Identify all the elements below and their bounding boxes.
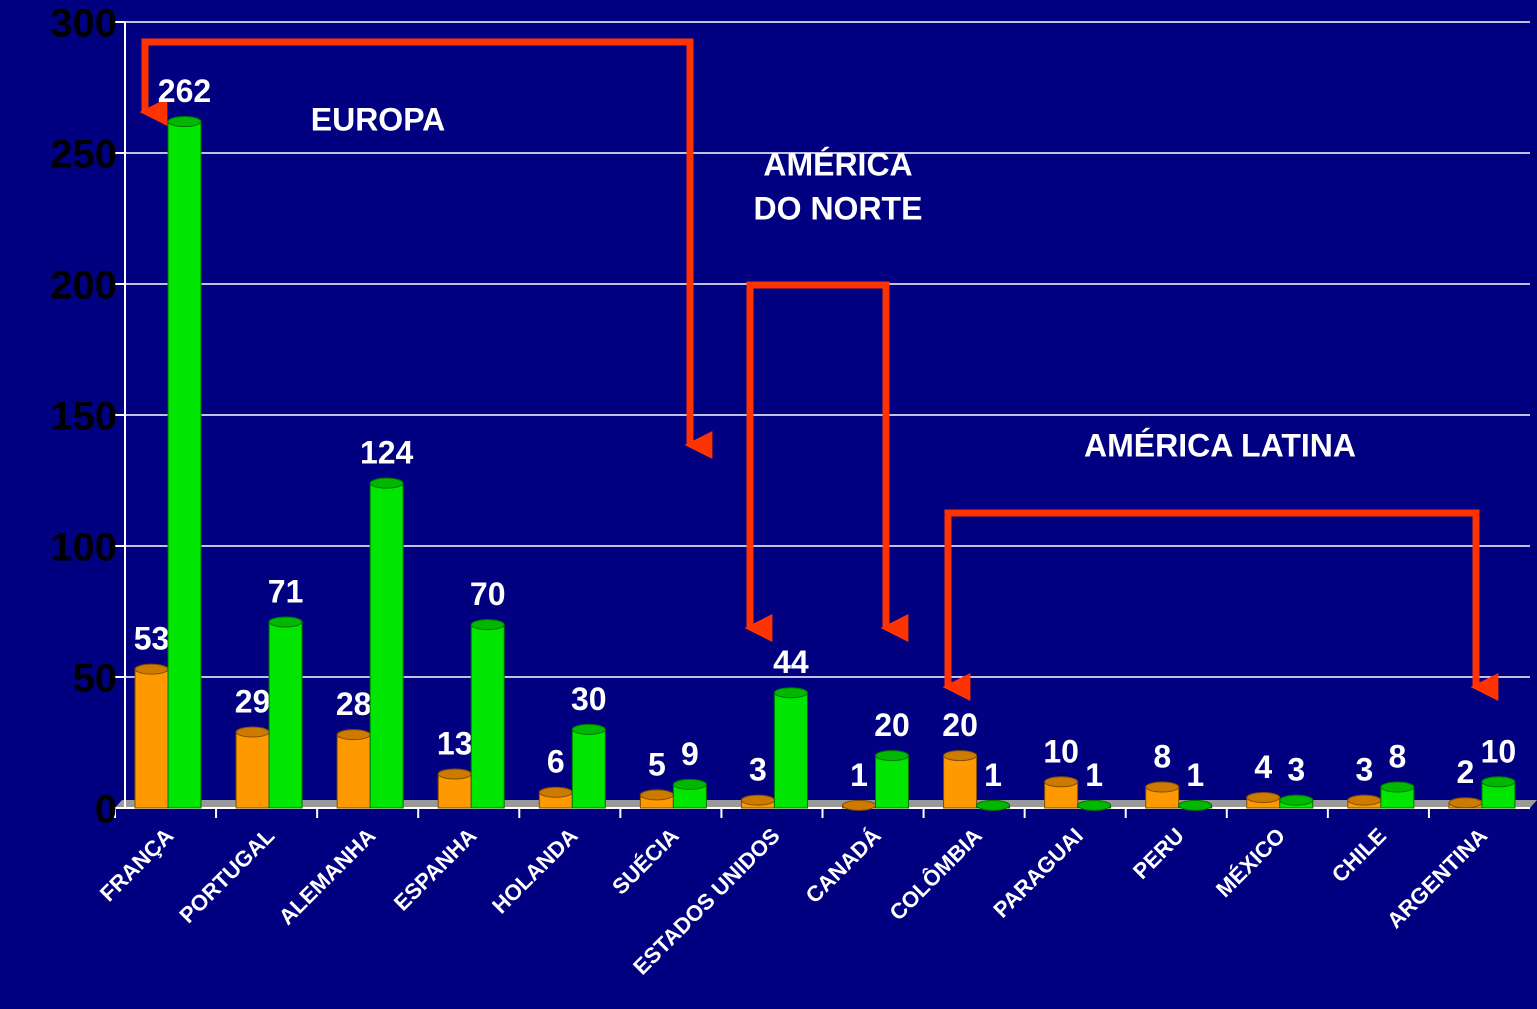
bar-top — [875, 750, 909, 762]
bracket-europa — [139, 38, 713, 459]
y-tick-label: 0 — [95, 788, 117, 832]
y-tick-label: 200 — [50, 264, 117, 308]
value-label: 29 — [235, 683, 271, 719]
bar-top — [1077, 799, 1112, 811]
x-tick-label: ALEMANHA — [274, 823, 381, 930]
x-tick-label: HOLANDA — [487, 823, 583, 919]
x-tick-label: CANADÁ — [801, 823, 886, 908]
value-label: 10 — [1043, 733, 1079, 769]
bar-top — [571, 723, 606, 735]
floor — [115, 800, 1537, 808]
annotation: AMÉRICA LATINA — [1084, 427, 1356, 463]
bar — [336, 734, 371, 809]
bar — [773, 692, 808, 809]
bar — [369, 482, 404, 809]
value-label: 10 — [1481, 733, 1517, 769]
bar-top — [235, 726, 270, 738]
value-label: 8 — [1388, 738, 1406, 774]
bar-top — [268, 616, 303, 628]
x-tick-label: SUÉCIA — [607, 823, 684, 900]
region-brackets — [139, 38, 1499, 701]
bar — [470, 624, 505, 809]
bar-top — [976, 799, 1011, 811]
annotation: DO NORTE — [754, 190, 923, 226]
bar — [235, 731, 270, 809]
bar-top — [134, 663, 169, 675]
bar-top — [1246, 792, 1281, 804]
value-label: 5 — [648, 746, 666, 782]
value-label: 2 — [1457, 754, 1475, 790]
value-label: 71 — [268, 573, 304, 609]
bar — [875, 755, 909, 809]
bar-top — [1347, 794, 1382, 806]
plot-area — [114, 21, 1537, 818]
bar-top — [842, 799, 876, 811]
x-tick-label: PORTUGAL — [174, 823, 279, 928]
x-tick-label: ARGENTINA — [1382, 823, 1492, 933]
value-label: 3 — [1287, 752, 1305, 788]
bar-top — [336, 729, 371, 741]
value-label: 44 — [773, 644, 809, 680]
bar — [134, 668, 169, 809]
x-tick-label: COLÔMBIA — [884, 823, 986, 925]
x-tick-label: MÉXICO — [1211, 823, 1290, 902]
bar-top — [1481, 776, 1516, 788]
bracket-america-norte — [744, 281, 909, 642]
bar-top — [470, 619, 505, 631]
y-tick-label: 250 — [50, 133, 117, 177]
value-label: 1 — [1085, 757, 1103, 793]
value-label: 9 — [681, 736, 699, 772]
bar — [943, 755, 978, 809]
bar-top — [1448, 797, 1483, 809]
bar — [571, 728, 606, 809]
value-label: 28 — [336, 686, 372, 722]
value-label: 1 — [1186, 757, 1204, 793]
value-label: 70 — [470, 576, 506, 612]
bar-top — [943, 750, 978, 762]
x-tick-label: PARAGUAI — [988, 823, 1088, 923]
bar-top — [437, 768, 472, 780]
y-tick-label: 100 — [50, 526, 117, 570]
value-label: 53 — [134, 621, 170, 657]
value-label: 4 — [1254, 749, 1272, 785]
value-label: 20 — [874, 707, 910, 743]
x-tick-label: PERU — [1128, 823, 1189, 884]
annotation: EUROPA — [311, 101, 446, 137]
value-label: 1 — [850, 757, 868, 793]
bar-top — [672, 778, 707, 790]
value-label: 8 — [1153, 738, 1171, 774]
bar — [268, 621, 303, 809]
x-tick-label: FRANÇA — [95, 823, 178, 906]
y-tick-label: 150 — [50, 395, 117, 439]
bar-top — [167, 116, 202, 128]
value-label: 3 — [749, 752, 767, 788]
bar-top — [773, 687, 808, 699]
bar-top — [639, 789, 674, 801]
value-label: 3 — [1355, 752, 1373, 788]
bar-top — [1380, 781, 1415, 793]
bar-top — [1145, 781, 1180, 793]
value-label: 20 — [942, 707, 978, 743]
bar-top — [1279, 794, 1314, 806]
y-tick-label: 50 — [73, 657, 118, 701]
value-label: 124 — [360, 435, 414, 471]
bar-top — [1178, 799, 1213, 811]
value-label: 1 — [984, 757, 1002, 793]
x-tick-label: CHILE — [1327, 823, 1391, 887]
bracket-america-latina — [942, 509, 1499, 701]
value-label: 13 — [437, 725, 473, 761]
value-label: 262 — [158, 73, 211, 109]
bar — [167, 121, 202, 809]
value-label: 30 — [571, 681, 607, 717]
x-tick-label: ESPANHA — [389, 823, 482, 916]
bar-top — [1044, 776, 1079, 788]
bar-top — [369, 477, 404, 489]
bar-top — [740, 794, 775, 806]
y-tick-label: 300 — [50, 2, 117, 46]
annotation: AMÉRICA — [763, 146, 912, 182]
bar-top — [538, 786, 573, 798]
value-label: 6 — [547, 744, 565, 780]
